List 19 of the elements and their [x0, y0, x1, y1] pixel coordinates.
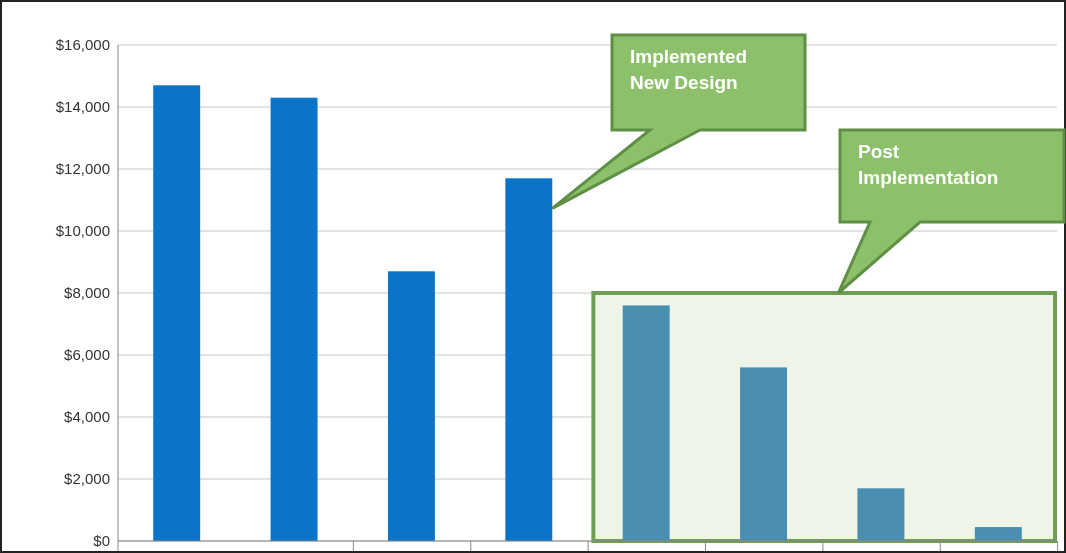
- annotation: Implemented New Design: [630, 46, 748, 93]
- y-tick-label: $16,000: [55, 36, 110, 54]
- y-tick-label: $10,000: [55, 222, 110, 240]
- y-tick-label: $14,000: [55, 98, 110, 116]
- bar: [153, 85, 201, 541]
- bar: [387, 271, 435, 541]
- y-tick-label: $0: [93, 532, 110, 550]
- bar: [622, 305, 670, 541]
- y-tick-label: $2,000: [64, 470, 110, 488]
- y-tick-label: $8,000: [64, 284, 110, 302]
- y-tick-label: $12,000: [55, 160, 110, 178]
- bar: [505, 178, 553, 541]
- y-tick-label: $6,000: [64, 346, 110, 364]
- bar: [270, 97, 318, 541]
- bar: [974, 527, 1022, 541]
- y-tick-label: $4,000: [64, 408, 110, 426]
- bar: [857, 488, 905, 541]
- bar: [740, 367, 788, 541]
- annotation: Post Implementation: [858, 141, 999, 188]
